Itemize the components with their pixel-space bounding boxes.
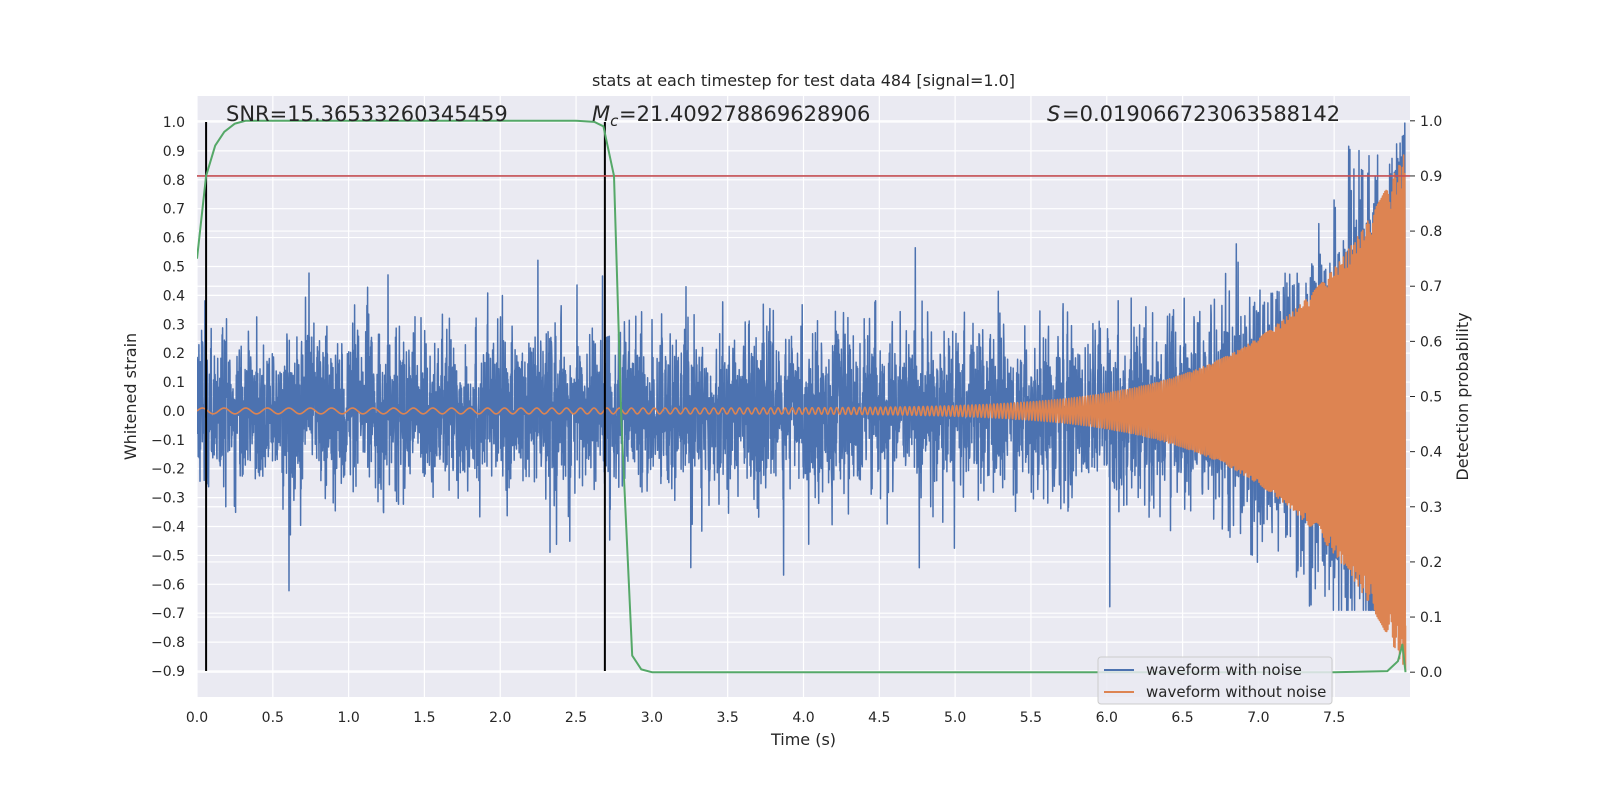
y2-tick-label: 0.9	[1420, 169, 1442, 185]
mc-annotation: =21.409278869628906	[619, 102, 870, 126]
x-tick-label: 3.0	[641, 710, 663, 726]
s-annotation: =0.019066723063588142	[1062, 102, 1340, 126]
y2-tick-label: 0.8	[1420, 224, 1442, 240]
s-annotation-group: S =0.019066723063588142	[1047, 102, 1340, 126]
legend-label: waveform with noise	[1146, 661, 1302, 679]
y-tick-label: −0.3	[151, 491, 185, 507]
y-tick-label: 0.2	[163, 346, 185, 362]
y2-tick-label: 0.7	[1420, 279, 1442, 295]
y-tick-label: 0.8	[163, 173, 185, 189]
series-waveform-without-noise	[197, 154, 1407, 671]
legend-box	[1097, 656, 1333, 705]
x-tick-label: 4.5	[868, 710, 890, 726]
y-axis-label: Whitened strain	[121, 333, 140, 460]
x-tick-label: 6.0	[1096, 710, 1118, 726]
y-tick-label: 1.0	[163, 115, 185, 131]
plot-area	[197, 119, 1410, 674]
y-tick-label: −0.6	[151, 577, 185, 593]
x-tick-label: 4.0	[792, 710, 814, 726]
y-ticks: −0.9 −0.8 −0.7 −0.6 −0.5 −0.4 −0.3 −0.2 −0.1 0.0 0…	[151, 115, 185, 680]
y-tick-label: 0.5	[163, 259, 185, 275]
y-tick-label: 0.3	[163, 317, 185, 333]
x-tick-label: 0.0	[186, 710, 208, 726]
x-tick-label: 2.0	[489, 710, 511, 726]
x-tick-label: 5.5	[1020, 710, 1042, 726]
y2-axis-label: Detection probability	[1453, 312, 1472, 480]
x-tick-label: 2.5	[565, 710, 587, 726]
y2-tick-label: 0.0	[1420, 665, 1442, 681]
y-tick-label: −0.5	[151, 548, 185, 564]
y2-tick-label: 0.3	[1420, 500, 1442, 516]
x-tick-label: 7.0	[1247, 710, 1269, 726]
mc-annotation-group: Mc =21.409278869628906	[592, 102, 870, 130]
y2-tick-label: 0.1	[1420, 610, 1442, 626]
y-tick-label: −0.4	[151, 520, 185, 536]
y-tick-label: −0.7	[151, 606, 185, 622]
x-tick-label: 7.5	[1323, 710, 1345, 726]
y-tick-label: 0.7	[163, 202, 185, 218]
x-tick-label: 3.5	[717, 710, 739, 726]
y2-tick-label: 0.2	[1420, 555, 1442, 571]
x-tick-label: 1.5	[413, 710, 435, 726]
y-tick-label: −0.8	[151, 635, 185, 651]
s-symbol: S	[1047, 102, 1060, 126]
legend: waveform with noise waveform without nois…	[1097, 656, 1333, 705]
y-tick-label: 0.6	[163, 231, 185, 247]
x-tick-label: 0.5	[262, 710, 284, 726]
y2-tick-label: 0.4	[1420, 445, 1442, 461]
x-ticks: 0.0 0.5 1.0 1.5 2.0 2.5 3.0 3.5 4.0 4.5 5.0 5.5 6.0 6…	[186, 710, 1345, 726]
y-tick-label: 0.1	[163, 375, 185, 391]
x-axis-label: Time (s)	[770, 730, 836, 749]
chart-title: stats at each timestep for test data 484…	[592, 71, 1015, 90]
y2-ticks: 0.0 0.1 0.2 0.3 0.4 0.5 0.6 0.7 0.8 0.9 1.0	[1410, 114, 1442, 681]
y-tick-label: 0.0	[163, 404, 185, 420]
y-tick-label: −0.1	[151, 433, 185, 449]
y2-tick-label: 0.5	[1420, 390, 1442, 406]
y-tick-label: 0.4	[163, 288, 185, 304]
y2-tick-label: 0.6	[1420, 334, 1442, 350]
y2-tick-label: 1.0	[1420, 114, 1442, 130]
y-tick-label: 0.9	[163, 144, 185, 160]
x-tick-label: 5.0	[944, 710, 966, 726]
legend-label: waveform without noise	[1146, 683, 1326, 701]
y-tick-label: −0.9	[151, 664, 185, 680]
x-tick-label: 1.0	[337, 710, 359, 726]
y-tick-label: −0.2	[151, 462, 185, 478]
x-tick-label: 6.5	[1171, 710, 1193, 726]
snr-annotation: SNR=15.36533260345459	[226, 102, 508, 126]
